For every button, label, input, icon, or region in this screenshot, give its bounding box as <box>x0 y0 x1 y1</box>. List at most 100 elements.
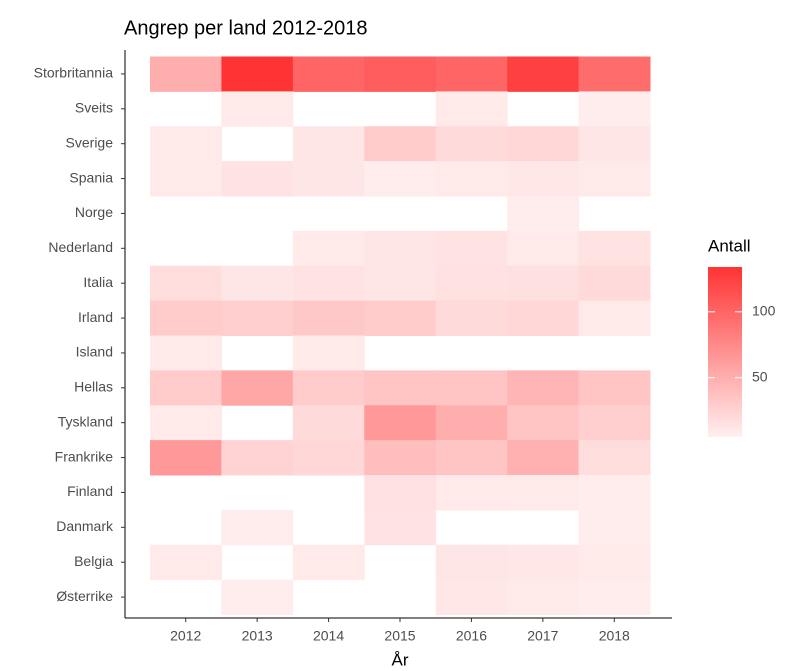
tile <box>150 161 222 197</box>
tile <box>292 370 365 406</box>
tile <box>507 56 580 92</box>
tile <box>507 579 580 615</box>
tile <box>364 265 437 302</box>
tile <box>292 56 365 92</box>
tile <box>435 56 508 92</box>
tile <box>364 475 437 511</box>
tile <box>507 265 580 302</box>
tile <box>364 405 437 441</box>
y-tick-label: Italia <box>83 274 113 290</box>
tile <box>292 440 365 476</box>
tile <box>150 265 222 302</box>
chart-title: Angrep per land 2012-2018 <box>124 17 368 39</box>
x-axis-label: År <box>392 650 409 669</box>
tile <box>292 265 365 302</box>
tile <box>221 56 294 92</box>
tile <box>507 196 580 232</box>
tile <box>507 161 580 197</box>
y-tick-label: Østerrike <box>56 588 113 604</box>
tile <box>364 440 437 476</box>
tile <box>221 440 294 476</box>
tile <box>578 370 651 406</box>
x-tick-label: 2012 <box>170 628 201 644</box>
tile <box>292 544 365 581</box>
tile <box>150 56 222 92</box>
tile <box>221 91 294 127</box>
tile <box>435 161 508 197</box>
tile <box>435 579 508 615</box>
tile <box>507 126 580 162</box>
tile <box>507 475 580 511</box>
y-tick-label: Island <box>76 344 113 360</box>
tile <box>435 405 508 441</box>
x-tick-label: 2018 <box>599 628 630 644</box>
tile <box>435 440 508 476</box>
tile <box>292 230 365 267</box>
y-tick-label: Irland <box>78 309 113 325</box>
tile <box>435 126 508 162</box>
y-tick-label: Belgia <box>74 553 113 569</box>
y-tick-label: Norge <box>75 204 113 220</box>
tile <box>435 300 508 336</box>
tile <box>292 300 365 336</box>
tile <box>364 370 437 406</box>
tile <box>221 509 294 546</box>
tile <box>578 230 651 267</box>
tile <box>221 300 294 336</box>
tile <box>150 126 222 162</box>
tile <box>507 440 580 476</box>
tile <box>507 544 580 581</box>
tile <box>364 56 437 92</box>
tile <box>507 405 580 441</box>
x-tick-label: 2016 <box>456 628 487 644</box>
tile <box>150 405 222 441</box>
tile <box>578 579 651 615</box>
tile <box>435 475 508 511</box>
tile <box>292 405 365 441</box>
tile <box>435 230 508 267</box>
y-tick-label: Hellas <box>74 379 113 395</box>
tile <box>150 335 222 371</box>
tile <box>578 440 651 476</box>
tile <box>292 335 365 371</box>
y-tick-label: Spania <box>69 169 113 185</box>
y-tick-label: Finland <box>67 483 113 499</box>
tile <box>435 544 508 581</box>
x-tick-label: 2014 <box>313 628 344 644</box>
legend-title: Antall <box>708 236 751 255</box>
tile <box>578 91 651 127</box>
y-tick-label: Frankrike <box>55 448 114 464</box>
tile <box>578 56 651 92</box>
tile <box>578 126 651 162</box>
tile <box>435 370 508 406</box>
colorbar-tick-label: 100 <box>752 303 776 319</box>
tile <box>364 509 437 546</box>
x-tick-label: 2017 <box>527 628 558 644</box>
colorbar <box>708 267 742 437</box>
tile <box>364 230 437 267</box>
y-tick-label: Nederland <box>48 239 113 255</box>
tile <box>578 161 651 197</box>
tile <box>578 300 651 336</box>
y-tick-label: Sveits <box>75 100 113 116</box>
tile <box>435 265 508 302</box>
y-tick-label: Sverige <box>66 134 114 150</box>
tile <box>292 126 365 162</box>
tile <box>150 370 222 406</box>
tile <box>435 91 508 127</box>
colorbar-tick-label: 50 <box>752 368 768 384</box>
x-tick-label: 2015 <box>384 628 415 644</box>
tile <box>150 440 222 476</box>
y-tick-label: Storbritannia <box>34 65 114 81</box>
tile <box>150 544 222 581</box>
y-tick-label: Danmark <box>56 518 114 534</box>
tile <box>578 265 651 302</box>
tile <box>364 126 437 162</box>
tile <box>221 370 294 406</box>
y-tick-label: Tyskland <box>58 413 113 429</box>
tile <box>507 370 580 406</box>
tile <box>364 300 437 336</box>
tile <box>578 544 651 581</box>
tile <box>221 161 294 197</box>
x-tick-label: 2013 <box>242 628 273 644</box>
